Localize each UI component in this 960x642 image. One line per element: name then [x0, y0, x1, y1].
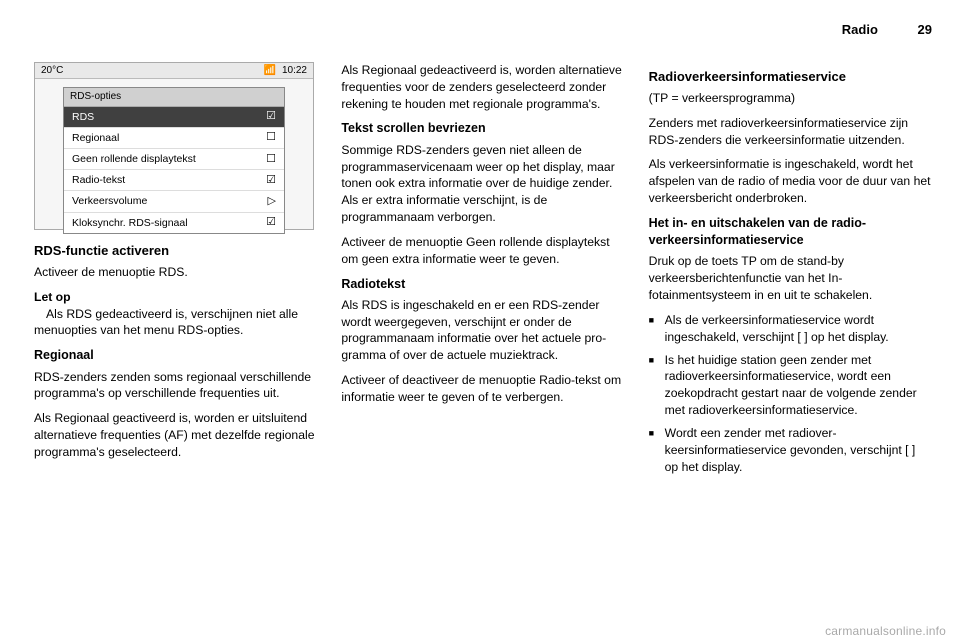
- text-traffic-1: Zenders met radioverkeersinformatie­serv…: [649, 115, 932, 149]
- text-traffic-3: Druk op de toets TP om de stand-by verke…: [649, 253, 932, 303]
- text-rds-activate: Activeer de menuoptie RDS.: [34, 264, 317, 281]
- checkbox-icon: ☑: [266, 215, 276, 230]
- column-3: Radioverkeersinformatieservice (TP = ver…: [649, 62, 932, 624]
- signal-icon: 📶: [264, 64, 276, 78]
- chevron-right-icon: ▷: [268, 194, 276, 209]
- heading-traffic-onoff: Het in- en uitschakelen van de radio­ver…: [649, 215, 932, 250]
- ui-menu-row-0: RDS ☑: [64, 107, 284, 128]
- text-regionaal-3: Als Regionaal gedeactiveerd is, wor­den …: [341, 62, 624, 112]
- header-section: Radio: [842, 22, 878, 37]
- text-traffic-2: Als verkeersinformatie is ingescha­keld,…: [649, 156, 932, 206]
- text-regionaal-1: RDS-zenders zenden soms regionaal versch…: [34, 369, 317, 403]
- ui-menu-title: RDS-opties: [64, 88, 284, 107]
- traffic-bullet-list: Als de verkeersinformatieservice wordt i…: [649, 312, 932, 475]
- column-1: 20°C 📶 10:22 RDS-opties RDS☑Regionaal☐Ge…: [34, 62, 317, 624]
- ui-menu-row-label: Verkeersvolume: [72, 194, 147, 208]
- heading-radiotekst: Radiotekst: [341, 276, 624, 293]
- ui-menu-row-4: Verkeersvolume ▷: [64, 191, 284, 212]
- ui-menu-row-label: Radio-tekst: [72, 173, 125, 187]
- text-scroll-1: Sommige RDS-zenders geven niet alleen de…: [341, 142, 624, 226]
- checkbox-icon: ☐: [266, 152, 276, 167]
- traffic-bullet-0: Als de verkeersinformatieservice wordt i…: [649, 312, 932, 346]
- ui-menu-row-label: Geen rollende displaytekst: [72, 152, 196, 166]
- heading-scroll-freeze: Tekst scrollen bevriezen: [341, 120, 624, 137]
- text-radiotekst-2: Activeer of deactiveer de menuoptie Radi…: [341, 372, 624, 406]
- text-regionaal-2: Als Regionaal geactiveerd is, worden er …: [34, 410, 317, 460]
- traffic-bullet-2: Wordt een zender met radiover­keersinfor…: [649, 425, 932, 475]
- text-scroll-2: Activeer de menuoptie Geen rollende disp…: [341, 234, 624, 268]
- column-2: Als Regionaal gedeactiveerd is, wor­den …: [341, 62, 624, 624]
- note-body: Als RDS gedeactiveerd is, verschij­nen n…: [34, 307, 298, 338]
- text-radiotekst-1: Als RDS is ingeschakeld en er een RDS-ze…: [341, 297, 624, 364]
- checkbox-icon: ☐: [266, 130, 276, 145]
- ui-menu-row-label: Regionaal: [72, 131, 119, 145]
- heading-traffic-service: Radioverkeersinformatieservice: [649, 68, 932, 86]
- traffic-bullet-1: Is het huidige station geen zender met r…: [649, 352, 932, 419]
- ui-menu-row-1: Regionaal ☐: [64, 128, 284, 149]
- ui-menu-row-label: Kloksynchr. RDS-signaal: [72, 216, 188, 230]
- text-tp: (TP = verkeersprogramma): [649, 90, 932, 107]
- ui-statusbar: 20°C 📶 10:22: [35, 63, 313, 79]
- ui-menu-row-3: Radio-tekst ☑: [64, 170, 284, 191]
- checkbox-icon: ☑: [266, 173, 276, 188]
- heading-regionaal: Regionaal: [34, 347, 317, 364]
- ui-menu-row-2: Geen rollende displaytekst ☐: [64, 149, 284, 170]
- page-header: Radio 29: [842, 22, 932, 37]
- ui-menu-row-label: RDS: [72, 110, 94, 124]
- header-page-number: 29: [918, 22, 932, 37]
- rds-options-screenshot: 20°C 📶 10:22 RDS-opties RDS☑Regionaal☐Ge…: [34, 62, 314, 230]
- checkbox-icon: ☑: [266, 109, 276, 124]
- ui-temperature: 20°C: [41, 64, 63, 78]
- ui-menu-row-5: Kloksynchr. RDS-signaal ☑: [64, 213, 284, 233]
- watermark: carmanualsonline.info: [825, 624, 946, 638]
- heading-rds-activate: RDS-functie activeren: [34, 242, 317, 260]
- ui-menu-panel: RDS-opties RDS☑Regionaal☐Geen rollende d…: [63, 87, 285, 234]
- content-columns: 20°C 📶 10:22 RDS-opties RDS☑Regionaal☐Ge…: [34, 62, 932, 624]
- ui-time: 10:22: [282, 64, 307, 78]
- note-label: Let op: [34, 290, 71, 304]
